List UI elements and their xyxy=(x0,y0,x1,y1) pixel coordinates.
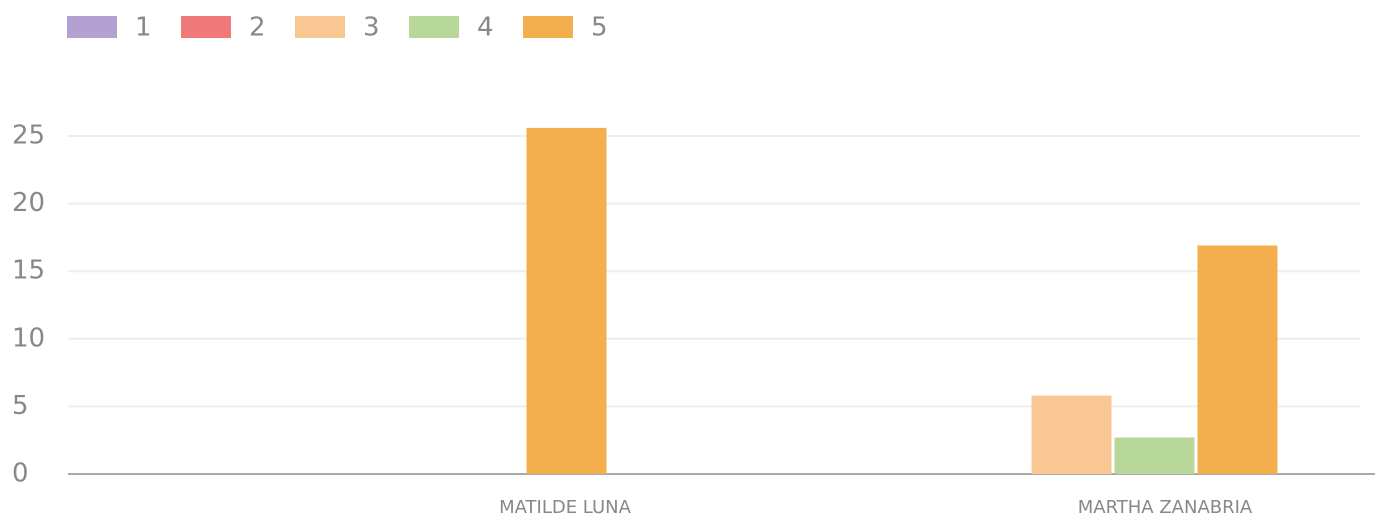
legend-swatch xyxy=(295,16,345,38)
legend-label: 4 xyxy=(477,13,494,43)
legend-label: 2 xyxy=(249,13,266,43)
y-tick-label: 10 xyxy=(12,323,45,353)
legend-label: 1 xyxy=(135,13,152,43)
legend-swatch xyxy=(67,16,117,38)
bar xyxy=(1197,245,1278,474)
bar xyxy=(526,127,607,474)
y-tick-label: 15 xyxy=(12,256,45,286)
y-tick-label: 0 xyxy=(12,459,29,489)
bar xyxy=(1031,395,1112,474)
legend-label: 3 xyxy=(363,13,380,43)
y-tick-label: 20 xyxy=(12,188,45,218)
bar xyxy=(1114,437,1195,474)
x-tick-label: MATILDE LUNA xyxy=(499,497,632,518)
legend-swatch xyxy=(523,16,573,38)
y-tick-label: 5 xyxy=(12,391,29,421)
legend-label: 5 xyxy=(591,13,608,43)
legend-swatch xyxy=(181,16,231,38)
legend-swatch xyxy=(409,16,459,38)
y-tick-label: 25 xyxy=(12,121,45,151)
x-tick-label: MARTHA ZANABRIA xyxy=(1078,497,1253,518)
